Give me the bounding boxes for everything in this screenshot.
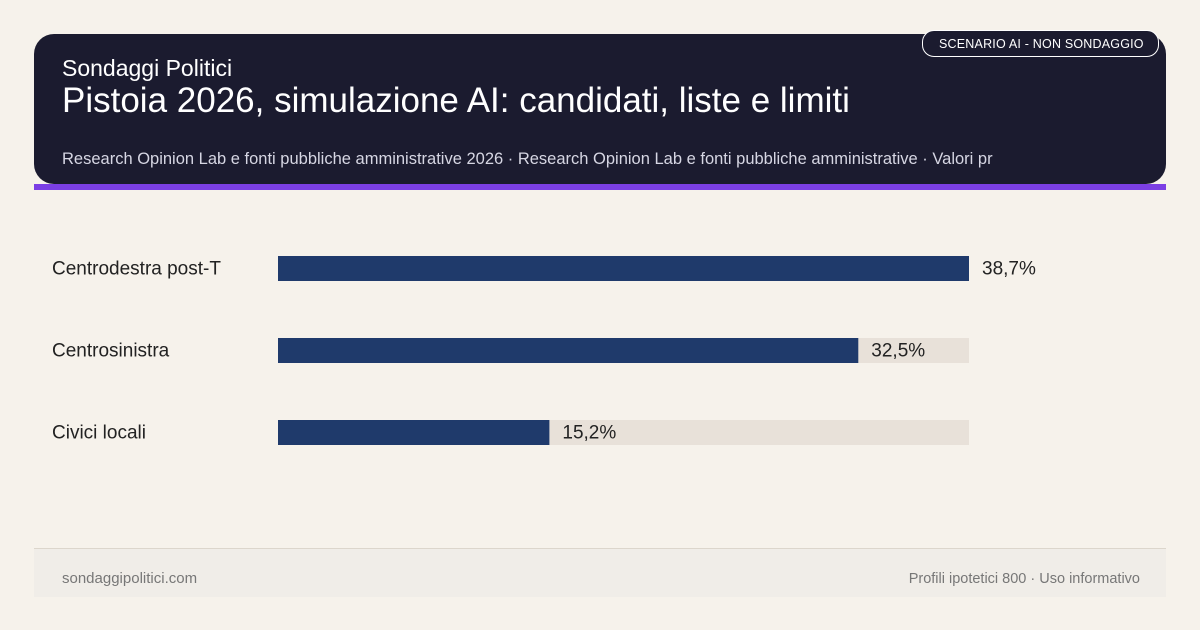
bar xyxy=(278,338,859,363)
value-label: 15,2% xyxy=(562,423,616,444)
brand-name: Sondaggi Politici xyxy=(62,55,233,81)
footer-note: Profili ipotetici 800 · Uso informativo xyxy=(908,571,1140,587)
bar xyxy=(278,420,550,445)
scenario-badge: SCENARIO AI - NON SONDAGGIO xyxy=(922,30,1159,57)
bar xyxy=(278,256,969,281)
accent-line xyxy=(34,184,1166,190)
value-label: 32,5% xyxy=(871,341,925,362)
category-label: Centrosinistra xyxy=(52,341,170,362)
category-label: Civici locali xyxy=(52,423,146,444)
chart-title: Pistoia 2026, simulazione AI: candidati,… xyxy=(62,81,850,120)
footer-site: sondaggipolitici.com xyxy=(62,570,198,587)
category-label: Centrodestra post-T xyxy=(52,259,221,280)
footer: sondaggipolitici.com Profili ipotetici 8… xyxy=(34,548,1166,597)
source-line: Research Opinion Lab e fonti pubbliche a… xyxy=(62,150,993,168)
header-banner: Sondaggi Politici Pistoia 2026, simulazi… xyxy=(34,34,1166,184)
value-label: 38,7% xyxy=(982,259,1036,280)
